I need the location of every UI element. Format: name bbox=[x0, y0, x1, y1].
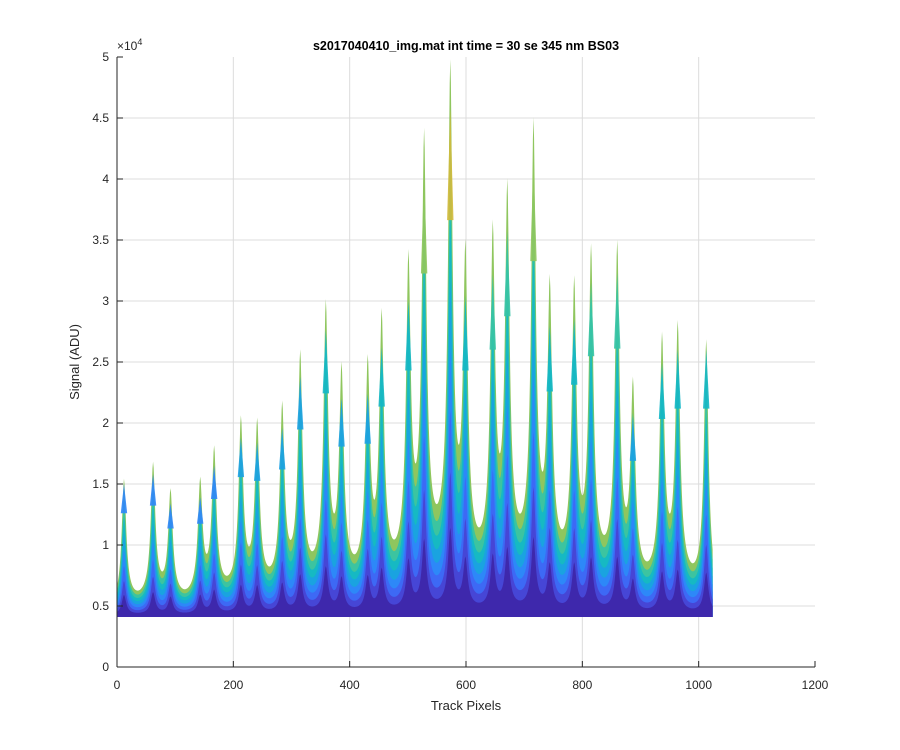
plot-area: 0 200 400 600 800 1000 1200 0 0.5 1 1.5 2 2.5 3 3.5 4 4.… bbox=[92, 50, 828, 692]
y-tick-label: 2 bbox=[102, 416, 109, 430]
peak-mark bbox=[149, 474, 157, 506]
y-tick-label: 0 bbox=[102, 660, 109, 674]
axes bbox=[116, 56, 816, 668]
peak-mark bbox=[614, 272, 621, 349]
peak-mark bbox=[378, 347, 385, 407]
peak-mark bbox=[196, 497, 204, 524]
x-tick-label: 400 bbox=[340, 678, 360, 692]
x-axis-label: Track Pixels bbox=[431, 698, 502, 713]
y-tick-label: 0.5 bbox=[92, 599, 109, 613]
peak-mark bbox=[405, 301, 412, 371]
y-tick-label: 5 bbox=[102, 50, 109, 64]
x-tick-label: 1200 bbox=[802, 678, 829, 692]
y-axis-label: Signal (ADU) bbox=[67, 324, 82, 400]
peak-mark bbox=[210, 465, 218, 499]
x-tick-label: 0 bbox=[114, 678, 121, 692]
y-tick-label: 1 bbox=[102, 538, 109, 552]
peak-mark bbox=[587, 282, 595, 357]
tick-labels: 0 200 400 600 800 1000 1200 0 0.5 1 1.5 2 2.5 3 3.5 4 4.… bbox=[92, 50, 828, 692]
peak-mark bbox=[237, 437, 245, 478]
peak-mark bbox=[546, 327, 553, 392]
peak-mark bbox=[338, 398, 345, 447]
y-tick-label: 4.5 bbox=[92, 111, 109, 125]
y-tick-label: 3.5 bbox=[92, 233, 109, 247]
peak-mark bbox=[120, 484, 128, 514]
series-area bbox=[117, 410, 713, 617]
y-axis-exponent: ×104 bbox=[117, 37, 142, 53]
y-exponent-power: 4 bbox=[137, 37, 142, 47]
series-area bbox=[117, 527, 713, 617]
peak-mark bbox=[674, 349, 681, 409]
y-exponent-base: ×10 bbox=[117, 39, 138, 53]
peak-mark bbox=[570, 319, 578, 385]
peak-mark bbox=[278, 427, 286, 470]
data-series bbox=[117, 59, 713, 617]
series-area bbox=[117, 471, 713, 617]
peak-mark bbox=[462, 301, 469, 371]
y-tick-label: 4 bbox=[102, 172, 109, 186]
peak-mark bbox=[629, 416, 637, 461]
chart-title: s2017040410_img.mat int time = 30 se 345… bbox=[313, 39, 619, 53]
peak-mark bbox=[504, 231, 511, 317]
y-tick-label: 1.5 bbox=[92, 477, 109, 491]
peak-mark bbox=[322, 330, 330, 394]
peak-mark bbox=[530, 160, 537, 262]
peak-mark bbox=[364, 394, 371, 444]
y-tick-label: 2.5 bbox=[92, 355, 109, 369]
peak-mark bbox=[167, 503, 174, 529]
peak-mark bbox=[658, 363, 666, 420]
x-tick-label: 1000 bbox=[685, 678, 712, 692]
peak-mark bbox=[420, 176, 428, 274]
peak-mark bbox=[253, 442, 261, 481]
peak-mark bbox=[297, 376, 304, 430]
y-tick-label: 3 bbox=[102, 294, 109, 308]
x-tick-label: 600 bbox=[456, 678, 476, 692]
peak-mark bbox=[703, 349, 710, 409]
x-tick-label: 200 bbox=[223, 678, 243, 692]
x-tick-label: 800 bbox=[572, 678, 592, 692]
peak-mark bbox=[447, 108, 454, 221]
peak-mark bbox=[489, 274, 496, 350]
